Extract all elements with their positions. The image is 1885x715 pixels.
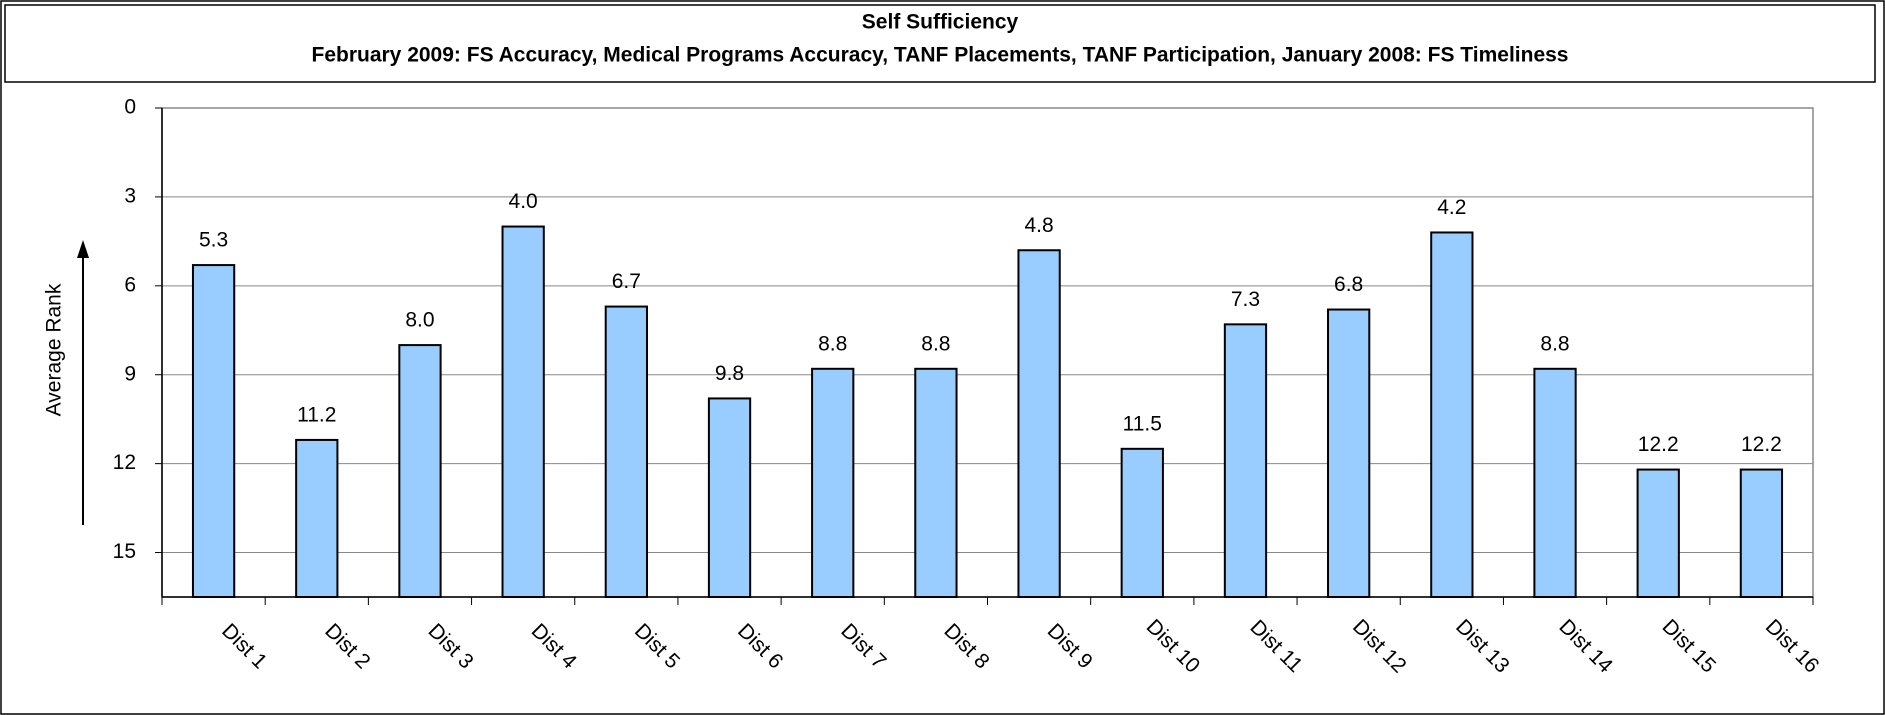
title-box — [4, 4, 1876, 83]
bar — [1120, 447, 1164, 598]
data-label: 8.8 — [921, 332, 950, 355]
y-axis-arrowhead — [77, 240, 89, 258]
bar — [1533, 367, 1577, 598]
bar — [501, 225, 545, 599]
y-tick-label: 9 — [124, 362, 136, 385]
chart-title: Self Sufficiency — [862, 11, 1019, 34]
chart-subtitle: February 2009: FS Accuracy, Medical Prog… — [312, 44, 1569, 67]
data-label: 7.3 — [1231, 288, 1260, 311]
data-label: 8.8 — [818, 332, 847, 355]
bar — [1430, 231, 1474, 599]
y-tick-label: 0 — [124, 96, 136, 119]
data-label: 5.3 — [199, 229, 228, 252]
y-axis-title: Average Rank — [43, 283, 66, 416]
data-label: 8.8 — [1540, 332, 1569, 355]
data-label: 4.2 — [1437, 196, 1466, 219]
bar — [295, 438, 339, 598]
data-label: 11.5 — [1123, 412, 1162, 435]
data-label: 6.7 — [612, 270, 641, 293]
y-tick-label: 15 — [113, 540, 136, 563]
bar — [707, 397, 752, 598]
data-label: 4.0 — [509, 190, 538, 213]
bar — [604, 305, 648, 598]
bar — [1636, 468, 1680, 598]
data-label: 11.2 — [297, 403, 336, 426]
data-label: 6.8 — [1334, 273, 1363, 296]
bar — [1739, 468, 1784, 598]
data-label: 12.2 — [1741, 433, 1782, 456]
bar — [1223, 323, 1268, 598]
bar — [914, 367, 958, 598]
y-tick-label: 6 — [124, 273, 136, 296]
data-label: 9.8 — [715, 362, 744, 385]
bar — [1327, 308, 1371, 598]
bar — [398, 344, 442, 598]
y-tick-label: 3 — [124, 184, 136, 207]
data-label: 12.2 — [1638, 433, 1679, 456]
bar — [811, 367, 855, 598]
bar — [191, 264, 236, 598]
data-label: 4.8 — [1024, 214, 1053, 237]
data-label: 8.0 — [405, 309, 434, 332]
bar — [1017, 249, 1061, 598]
y-tick-label: 12 — [113, 451, 136, 474]
